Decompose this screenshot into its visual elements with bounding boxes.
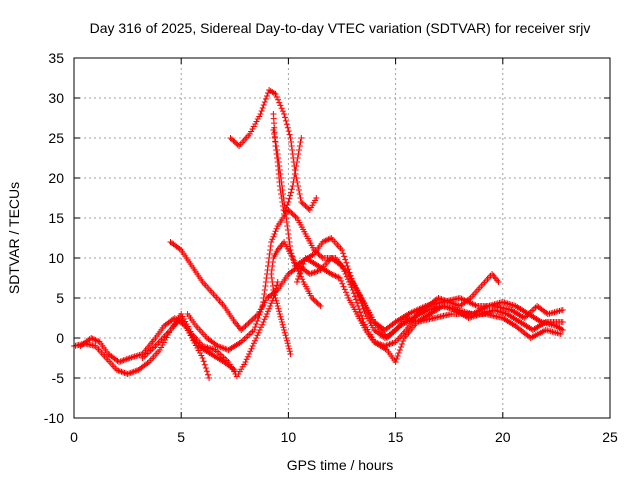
y-tick-label: 30 [48,90,64,106]
x-tick-label: 15 [388,429,404,445]
data-points [71,87,566,381]
x-tick-label: 5 [177,429,185,445]
series-track-9 [294,255,566,365]
series-track-8 [268,239,324,357]
series-track-1 [71,315,213,381]
plot-frame [73,57,611,419]
y-tick-label: -10 [44,410,64,426]
y-tick-label: 10 [48,250,64,266]
data-point-markers [77,315,238,373]
y-tick-label: -5 [52,370,65,386]
grid-lines [74,58,610,418]
chart-title: Day 316 of 2025, Sidereal Day-to-day VTE… [90,20,591,36]
y-tick-label: 35 [48,50,64,66]
data-point-markers [227,87,320,213]
axis-ticks: 0 5 10 15 20 25 -10 -5 0 5 10 15 20 25 30 35 [44,50,618,445]
x-tick-label: 25 [602,429,618,445]
data-point-markers [345,271,566,333]
y-tick-label: 20 [48,170,64,186]
data-point-markers [270,111,305,217]
data-point-markers [71,315,213,381]
y-tick-label: 0 [56,330,64,346]
series-track-11 [270,111,305,217]
x-tick-label: 0 [70,429,78,445]
y-tick-label: 25 [48,130,64,146]
series-track-3 [139,279,281,380]
series-track-10 [345,271,566,333]
y-tick-label: 15 [48,210,64,226]
series-track-2 [77,315,238,373]
data-point-markers [294,255,566,365]
y-axis-label: SDTVAR / TECUs [6,182,22,294]
y-tick-label: 5 [56,290,64,306]
data-point-markers [268,239,324,357]
x-tick-label: 20 [495,429,511,445]
x-tick-label: 10 [281,429,297,445]
series-track-6 [227,87,320,213]
x-axis-label: GPS time / hours [287,457,394,473]
data-point-markers [139,279,281,380]
